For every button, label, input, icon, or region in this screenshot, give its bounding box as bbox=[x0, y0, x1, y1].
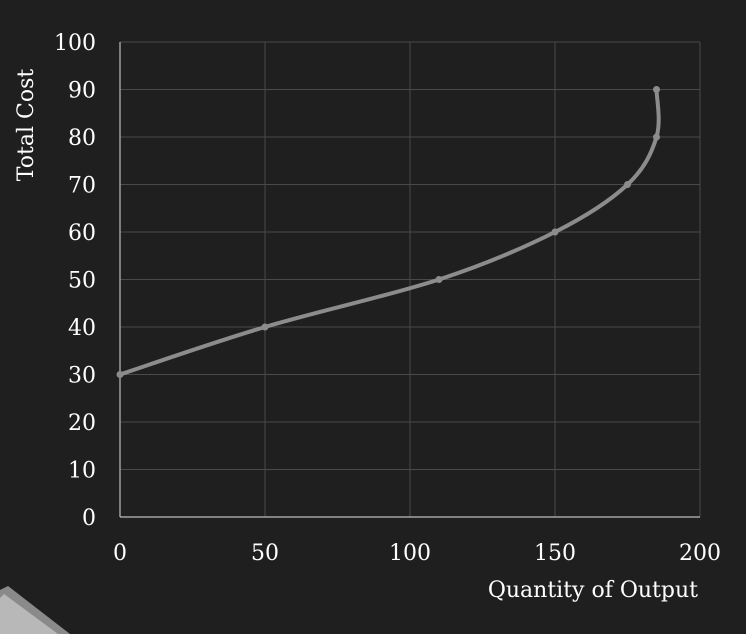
data-point bbox=[551, 228, 559, 236]
y-tick-label: 80 bbox=[68, 126, 96, 151]
corner-decoration-inner bbox=[0, 594, 58, 634]
data-point bbox=[624, 181, 631, 188]
x-tick-label: 50 bbox=[251, 541, 279, 566]
y-tick-label: 90 bbox=[68, 79, 96, 104]
y-axis-tick-labels: 0 10 20 30 40 50 60 70 80 90 100 bbox=[54, 31, 96, 531]
y-tick-label: 30 bbox=[68, 364, 96, 389]
y-tick-label: 100 bbox=[54, 31, 96, 56]
y-tick-label: 20 bbox=[68, 411, 96, 436]
x-tick-label: 200 bbox=[679, 541, 721, 566]
x-tick-label: 0 bbox=[113, 541, 127, 566]
data-point bbox=[435, 276, 443, 283]
series bbox=[116, 86, 661, 378]
y-tick-label: 70 bbox=[68, 174, 96, 199]
grid bbox=[120, 41, 701, 517]
y-tick-label: 40 bbox=[68, 316, 96, 341]
y-tick-label: 60 bbox=[68, 221, 96, 246]
axes bbox=[119, 42, 700, 518]
y-tick-label: 50 bbox=[68, 269, 96, 294]
data-point bbox=[261, 323, 269, 331]
data-point bbox=[116, 371, 124, 378]
y-tick-label: 10 bbox=[68, 459, 96, 484]
x-tick-label: 100 bbox=[389, 541, 431, 566]
data-point bbox=[653, 133, 660, 141]
data-point bbox=[653, 86, 660, 93]
x-axis-tick-labels: 0 50 100 150 200 bbox=[113, 541, 721, 566]
y-tick-label: 0 bbox=[82, 506, 96, 531]
x-tick-label: 150 bbox=[534, 541, 576, 566]
y-axis-label: Total Cost bbox=[14, 69, 39, 182]
series-line bbox=[118, 87, 661, 377]
x-axis-label: Quantity of Output bbox=[488, 578, 698, 603]
